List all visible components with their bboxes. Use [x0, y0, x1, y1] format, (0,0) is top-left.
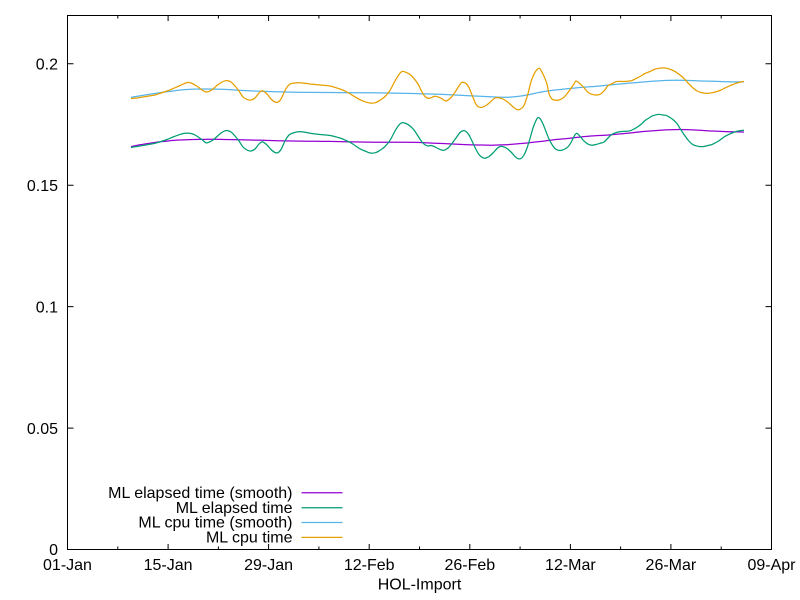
svg-text:ML cpu time: ML cpu time: [206, 530, 293, 547]
svg-text:0.05: 0.05: [27, 421, 58, 438]
svg-text:09-Apr: 09-Apr: [747, 557, 796, 574]
svg-text:12-Mar: 12-Mar: [545, 557, 596, 574]
svg-text:ML elapsed time: ML elapsed time: [176, 500, 293, 517]
svg-text:ML cpu time (smooth): ML cpu time (smooth): [138, 515, 292, 532]
svg-text:26-Mar: 26-Mar: [646, 557, 697, 574]
svg-text:0.2: 0.2: [36, 57, 58, 74]
svg-text:0: 0: [49, 542, 58, 559]
svg-text:HOL-Import: HOL-Import: [378, 577, 462, 594]
svg-text:12-Feb: 12-Feb: [344, 557, 395, 574]
svg-text:01-Jan: 01-Jan: [43, 557, 92, 574]
svg-text:ML elapsed time (smooth): ML elapsed time (smooth): [108, 485, 292, 502]
svg-text:26-Feb: 26-Feb: [444, 557, 495, 574]
svg-text:0.1: 0.1: [36, 299, 58, 316]
svg-text:29-Jan: 29-Jan: [244, 557, 293, 574]
svg-text:15-Jan: 15-Jan: [144, 557, 193, 574]
svg-text:0.15: 0.15: [27, 178, 58, 195]
